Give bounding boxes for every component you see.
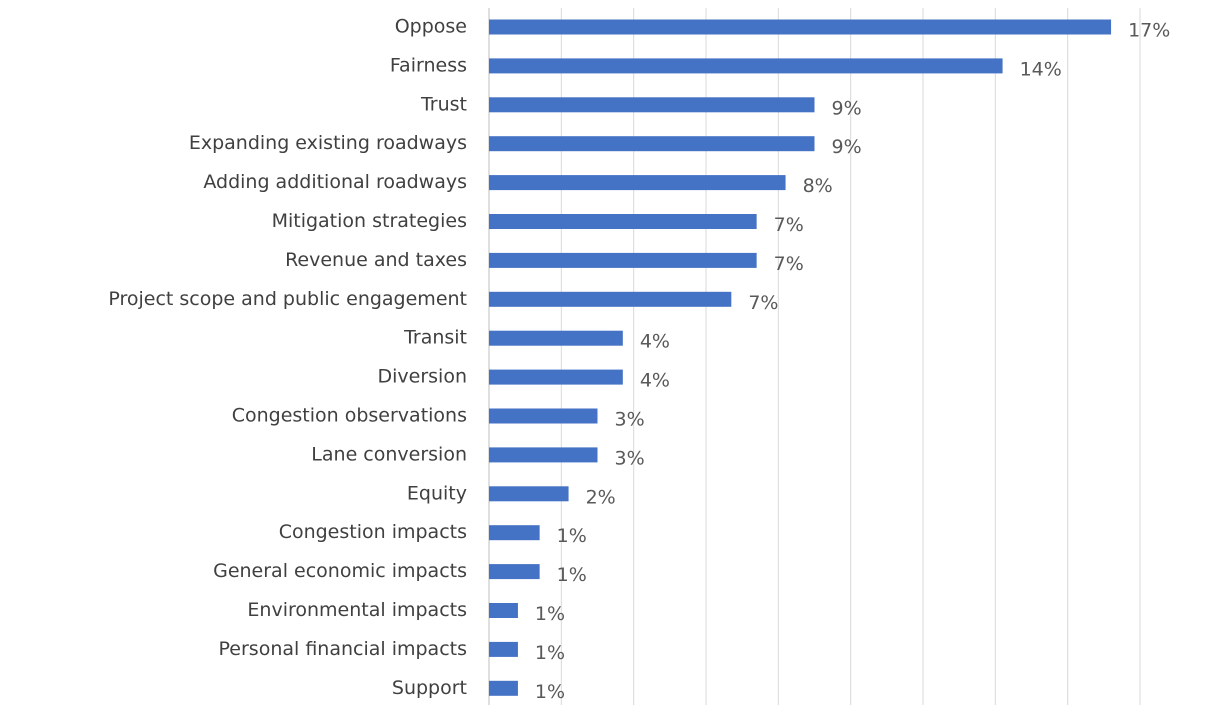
category-label: Support xyxy=(392,677,467,699)
bar xyxy=(489,447,598,463)
bar xyxy=(489,175,786,191)
data-label: 1% xyxy=(535,603,565,625)
category-label: Personal financial impacts xyxy=(219,638,467,660)
category-label: Mitigation strategies xyxy=(272,210,467,232)
category-label: Lane conversion xyxy=(311,443,467,465)
category-label: Trust xyxy=(420,93,467,115)
category-label: General economic impacts xyxy=(213,560,467,582)
data-label: 7% xyxy=(774,253,804,275)
data-label: 17% xyxy=(1128,20,1170,42)
category-label: Congestion observations xyxy=(232,405,467,427)
bar xyxy=(489,603,518,618)
category-label: Revenue and taxes xyxy=(285,249,467,271)
bar xyxy=(489,136,815,152)
data-label: 1% xyxy=(557,564,587,586)
category-label: Oppose xyxy=(395,16,467,38)
bar xyxy=(489,680,518,696)
bar xyxy=(489,369,623,385)
bar xyxy=(489,97,815,113)
category-label: Transit xyxy=(403,327,467,349)
category-label: Equity xyxy=(407,482,467,504)
data-label: 4% xyxy=(640,370,670,392)
bar xyxy=(489,19,1112,35)
category-label: Project scope and public engagement xyxy=(108,288,467,310)
data-label: 9% xyxy=(832,97,862,119)
bar xyxy=(489,486,569,502)
category-label: Environmental impacts xyxy=(247,599,467,621)
category-label: Diversion xyxy=(378,366,468,388)
data-label: 9% xyxy=(832,136,862,158)
bar xyxy=(489,214,757,229)
bar xyxy=(489,330,623,346)
data-label: 3% xyxy=(615,447,645,469)
data-label: 1% xyxy=(557,525,587,547)
data-label: 7% xyxy=(774,214,804,236)
bar xyxy=(489,525,540,541)
category-label: Congestion impacts xyxy=(279,521,467,543)
category-label: Expanding existing roadways xyxy=(189,132,467,154)
bar xyxy=(489,291,732,307)
bar xyxy=(489,564,540,580)
bar xyxy=(489,58,1003,74)
data-label: 8% xyxy=(803,175,833,197)
data-label: 3% xyxy=(615,409,645,431)
category-label: Adding additional roadways xyxy=(203,171,467,193)
data-label: 14% xyxy=(1020,58,1062,80)
data-label: 1% xyxy=(535,642,565,664)
bar xyxy=(489,408,598,424)
data-label: 7% xyxy=(748,292,778,314)
bar xyxy=(489,252,757,268)
data-label: 4% xyxy=(640,331,670,353)
category-label: Fairness xyxy=(390,54,467,76)
bar xyxy=(489,641,518,657)
data-label: 2% xyxy=(586,486,616,508)
data-label: 1% xyxy=(535,681,565,703)
